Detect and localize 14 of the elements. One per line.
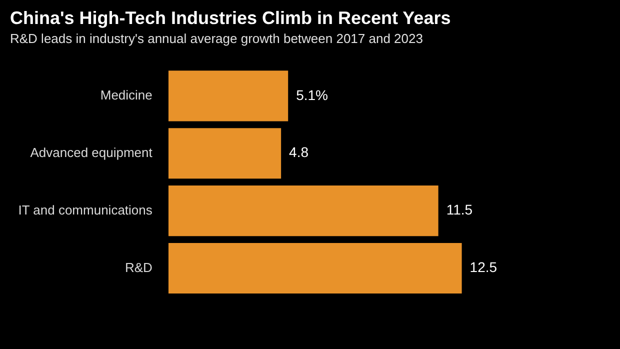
data-label: 12.5: [470, 259, 498, 276]
bar: [168, 186, 438, 236]
y-tick-label: Advanced equipment: [30, 144, 153, 160]
bar: [168, 242, 462, 294]
bar: [168, 128, 282, 179]
y-tick-label: R&D: [124, 260, 152, 275]
data-label: 4.8: [289, 144, 309, 160]
data-label: 5.1%: [296, 86, 328, 103]
y-tick-label: Medicine: [100, 88, 152, 103]
data-label: 11.5: [446, 202, 473, 218]
chart-subtitle: R&D leads in industry's annual average growth between 2017 and 2023: [10, 30, 423, 46]
bar: [168, 70, 288, 122]
chart-title: China's High-Tech Industries Climb in Recent Years: [10, 8, 451, 28]
y-tick-label: IT and communications: [18, 202, 153, 218]
